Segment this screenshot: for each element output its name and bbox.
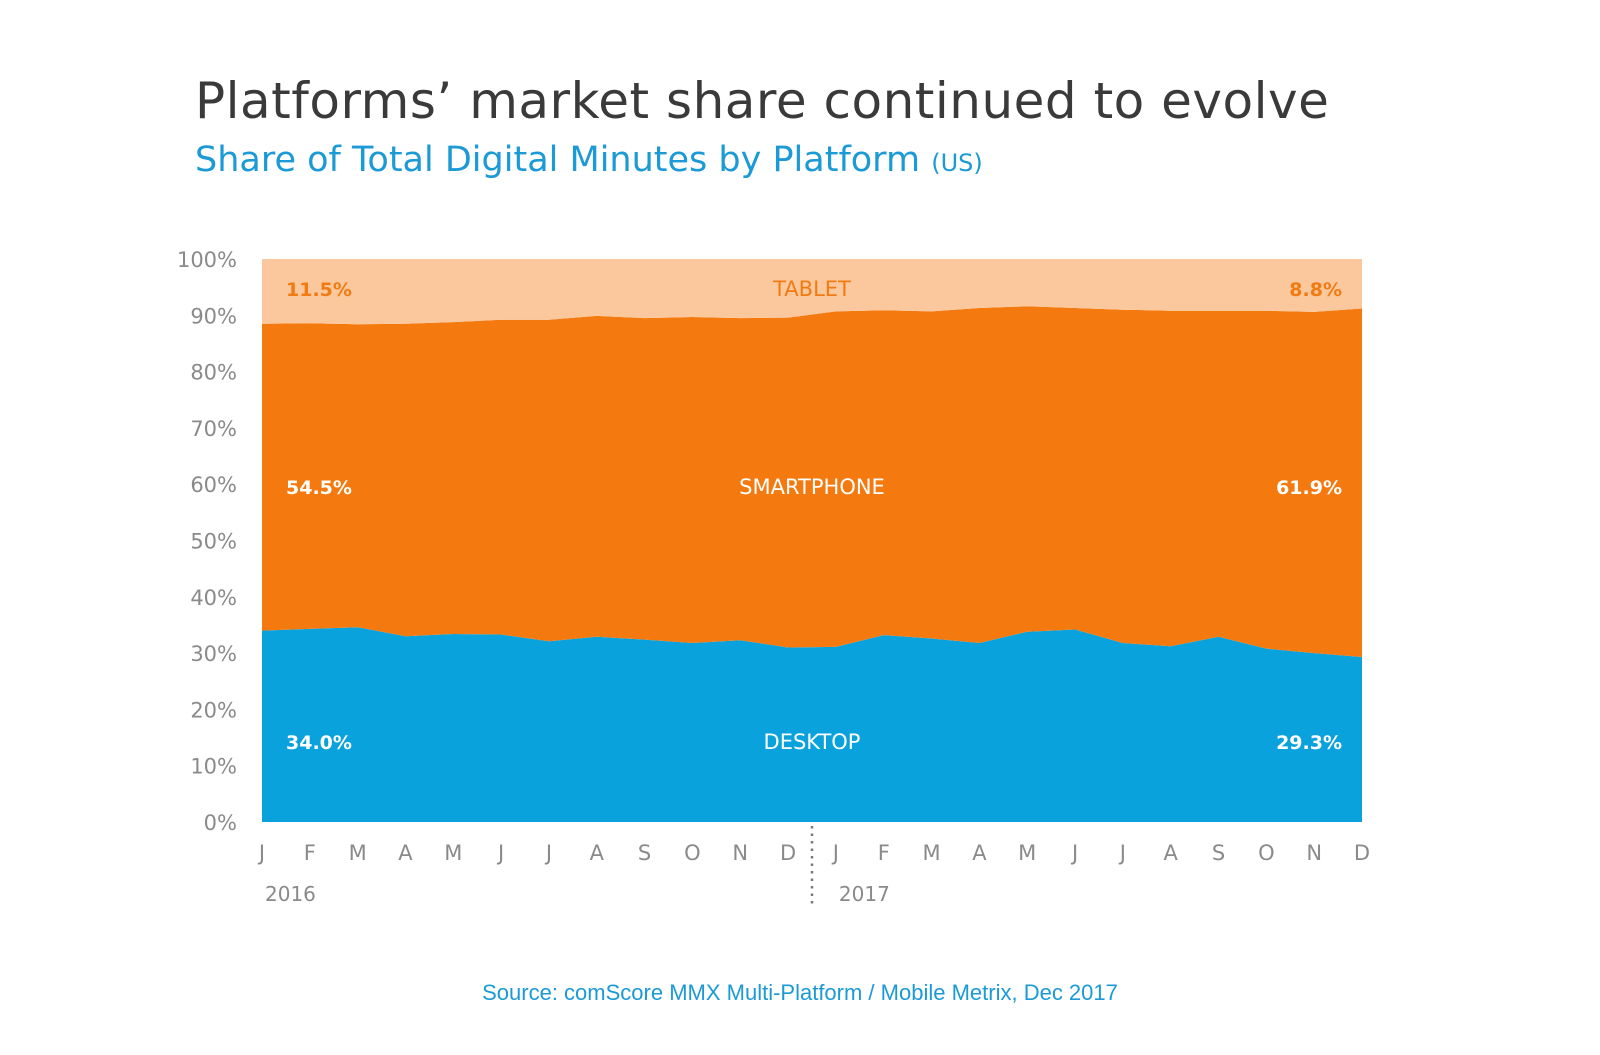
start-value-tablet: 11.5% bbox=[286, 279, 352, 301]
x-tick-label: M bbox=[349, 841, 367, 865]
y-tick-label: 10% bbox=[190, 755, 237, 779]
x-tick-label: S bbox=[638, 841, 651, 865]
area-layer bbox=[262, 259, 1362, 822]
x-tick-label: A bbox=[1164, 841, 1179, 865]
y-tick-label: 100% bbox=[177, 248, 237, 272]
x-tick-label: A bbox=[972, 841, 987, 865]
x-tick-label: F bbox=[304, 841, 316, 865]
x-tick-label: M bbox=[923, 841, 941, 865]
x-tick-label: J bbox=[257, 841, 265, 865]
x-tick-label: M bbox=[444, 841, 462, 865]
area-tablet bbox=[262, 259, 1362, 325]
y-tick-label: 90% bbox=[190, 304, 237, 328]
x-tick-label: J bbox=[831, 841, 839, 865]
x-tick-label: J bbox=[1070, 841, 1078, 865]
x-tick-label: J bbox=[1118, 841, 1126, 865]
x-tick-label: A bbox=[398, 841, 413, 865]
x-axis: J F M A M J J A S O N D J F M A M J J A S O N D 2016 2017 bbox=[257, 826, 1370, 908]
y-tick-label: 70% bbox=[190, 417, 237, 441]
stacked-area-chart: DESKTOP 34.0% 29.3% SMARTPHONE 54.5% 61.9% TAB… bbox=[177, 248, 1370, 908]
y-tick-label: 40% bbox=[190, 586, 237, 610]
x-tick-label: N bbox=[732, 841, 748, 865]
end-value-desktop: 29.3% bbox=[1276, 732, 1342, 754]
series-label-desktop: DESKTOP bbox=[764, 730, 861, 754]
x-tick-label: D bbox=[780, 841, 796, 865]
area-desktop bbox=[262, 627, 1362, 822]
series-label-tablet: TABLET bbox=[772, 277, 851, 301]
end-value-tablet: 8.8% bbox=[1289, 279, 1342, 301]
x-tick-label: M bbox=[1018, 841, 1036, 865]
start-value-smartphone: 54.5% bbox=[286, 477, 352, 499]
y-tick-label: 50% bbox=[190, 530, 237, 554]
x-tick-label: S bbox=[1212, 841, 1225, 865]
x-tick-label: O bbox=[1258, 841, 1275, 865]
y-tick-label: 20% bbox=[190, 698, 237, 722]
chart-subtitle: Share of Total Digital Minutes by Platfo… bbox=[195, 140, 983, 180]
y-tick-label: 60% bbox=[190, 473, 237, 497]
year-label-2016: 2016 bbox=[265, 882, 316, 906]
y-axis: 0% 10% 20% 30% 40% 50% 60% 70% 80% 90% 100% bbox=[177, 248, 237, 835]
area-smartphone bbox=[262, 306, 1362, 657]
source-note: Source: comScore MMX Multi-Platform / Mo… bbox=[482, 980, 1118, 1005]
x-tick-label: N bbox=[1306, 841, 1322, 865]
x-tick-label: D bbox=[1354, 841, 1370, 865]
subtitle-region: (US) bbox=[931, 149, 983, 177]
subtitle-text: Share of Total Digital Minutes by Platfo… bbox=[195, 140, 921, 180]
x-tick-label: O bbox=[684, 841, 701, 865]
end-value-smartphone: 61.9% bbox=[1276, 477, 1342, 499]
y-tick-label: 0% bbox=[204, 811, 237, 835]
chart-title: Platforms’ market share continued to evo… bbox=[195, 72, 1330, 130]
y-tick-label: 80% bbox=[190, 361, 237, 385]
x-tick-label: A bbox=[590, 841, 605, 865]
y-tick-label: 30% bbox=[190, 642, 237, 666]
x-tick-label: F bbox=[878, 841, 890, 865]
x-tick-label: J bbox=[496, 841, 504, 865]
series-label-smartphone: SMARTPHONE bbox=[739, 475, 885, 499]
start-value-desktop: 34.0% bbox=[286, 732, 352, 754]
x-tick-label: J bbox=[544, 841, 552, 865]
year-label-2017: 2017 bbox=[839, 882, 890, 906]
series-label-layer: DESKTOP 34.0% 29.3% SMARTPHONE 54.5% 61.9% TAB… bbox=[286, 277, 1342, 754]
